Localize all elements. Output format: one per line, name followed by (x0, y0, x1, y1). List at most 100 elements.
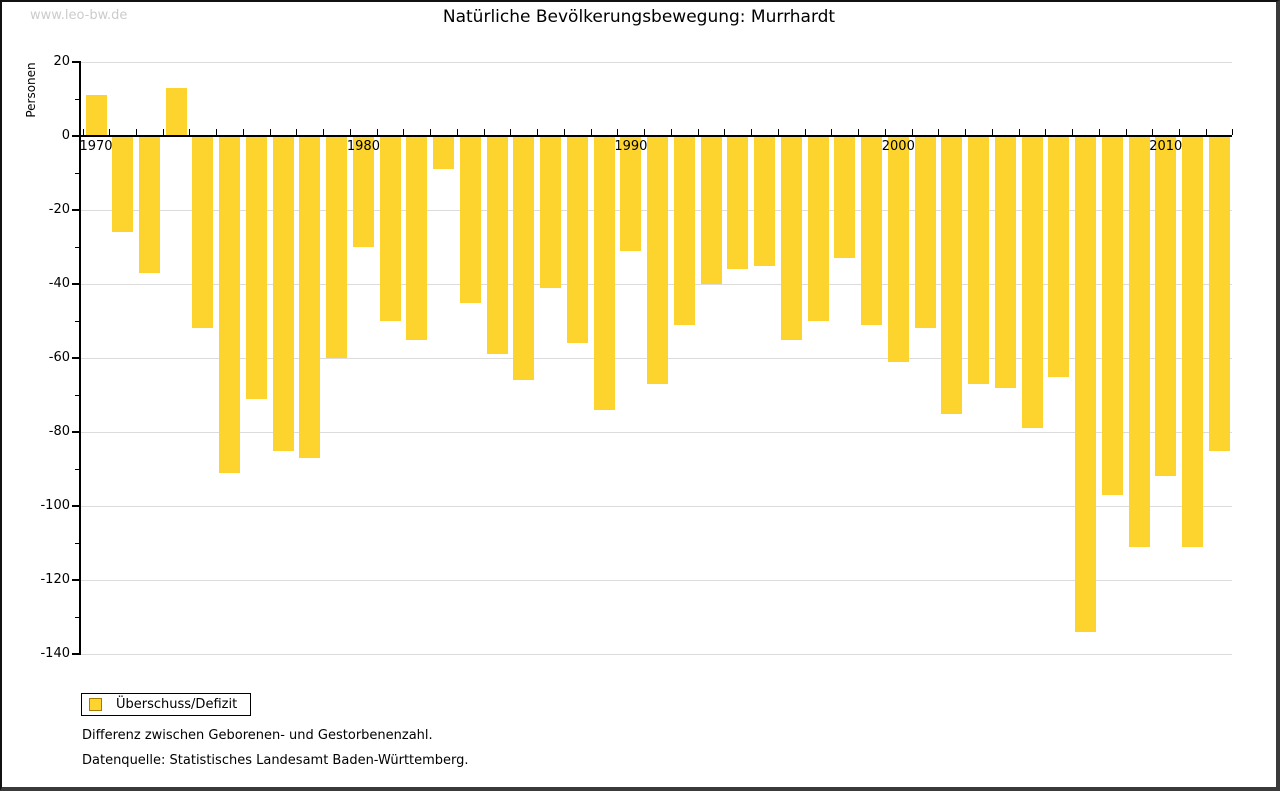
y-axis-label--140: -140 (40, 646, 70, 661)
y-minor-tick--10 (75, 172, 79, 174)
y-axis-label--20: -20 (48, 202, 70, 217)
y-axis-label--80: -80 (48, 424, 70, 439)
footnote-description: Differenz zwischen Geborenen- und Gestor… (82, 728, 433, 743)
legend-swatch (89, 698, 102, 711)
y-axis-label--60: -60 (48, 350, 70, 365)
y-axis-label-0: 0 (61, 128, 70, 143)
x-axis-tick (82, 129, 84, 135)
x-axis-tick (269, 129, 271, 135)
x-axis-tick (430, 129, 432, 135)
x-axis-tick (376, 129, 378, 135)
x-axis-tick (991, 129, 993, 135)
x-axis-tick (1018, 129, 1020, 135)
bar-1978 (299, 136, 321, 458)
y-axis-line (79, 61, 81, 655)
gridline--100 (79, 505, 1232, 507)
x-axis-tick (831, 129, 833, 135)
x-axis-tick (537, 129, 539, 135)
x-axis-tick (938, 129, 940, 135)
bar-1998 (834, 136, 856, 259)
x-axis-tick (777, 129, 779, 135)
bar-1977 (272, 136, 294, 451)
bar-2001 (914, 136, 936, 329)
bar-2011 (1182, 136, 1203, 547)
x-axis-tick (1045, 129, 1047, 135)
y-tick--20 (72, 209, 79, 211)
x-axis-tick (109, 129, 111, 135)
bar-1985 (486, 136, 508, 355)
footnote-source: Datenquelle: Statistisches Landesamt Bad… (82, 753, 469, 768)
bar-1999 (861, 136, 883, 325)
x-axis-tick (858, 129, 860, 135)
y-minor-tick--50 (75, 320, 79, 322)
bar-1970 (85, 95, 107, 136)
gridline-20 (79, 61, 1232, 63)
y-tick--80 (72, 431, 79, 433)
bar-1988 (566, 136, 588, 344)
bar-1996 (780, 136, 802, 340)
watermark: www.leo-bw.de (30, 8, 128, 23)
bar-2000 (887, 136, 909, 362)
bar-2005 (1021, 136, 1043, 429)
x-axis-tick (403, 129, 405, 135)
bar-1971 (112, 136, 134, 233)
x-axis-zero-line (79, 135, 1232, 137)
y-minor-tick--110 (75, 542, 79, 544)
bar-2003 (968, 136, 990, 384)
x-axis-tick (1072, 129, 1074, 135)
x-axis-tick (1125, 129, 1127, 135)
y-tick--100 (72, 505, 79, 507)
x-axis-label-1970: 1970 (79, 139, 113, 154)
bar-1992 (673, 136, 695, 325)
y-axis-label--100: -100 (40, 498, 70, 513)
bar-2006 (1048, 136, 1070, 377)
x-axis-label-2010: 2010 (1149, 139, 1183, 154)
y-axis-label--40: -40 (48, 276, 70, 291)
x-axis-tick (483, 129, 485, 135)
y-minor-tick--30 (75, 246, 79, 248)
bar-1995 (754, 136, 776, 266)
x-axis-tick (1152, 129, 1154, 135)
x-axis-tick (804, 129, 806, 135)
x-axis-tick (563, 129, 565, 135)
bar-1989 (593, 136, 615, 410)
bar-1993 (700, 136, 722, 284)
bar-1991 (647, 136, 669, 384)
y-minor-tick--70 (75, 394, 79, 396)
x-axis-label-1990: 1990 (614, 139, 648, 154)
x-axis-tick (189, 129, 191, 135)
gridline--120 (79, 579, 1232, 581)
x-axis-label-1980: 1980 (346, 139, 380, 154)
bar-1976 (245, 136, 267, 399)
x-axis-tick (670, 129, 672, 135)
bar-1984 (459, 136, 481, 303)
x-axis-tick (216, 129, 218, 135)
bar-2008 (1101, 136, 1123, 495)
bar-2009 (1128, 136, 1150, 547)
y-tick-0 (72, 135, 79, 137)
bar-1990 (620, 136, 642, 251)
x-axis-tick (590, 129, 592, 135)
y-minor-tick-10 (75, 98, 79, 100)
bar-1983 (433, 136, 455, 170)
bar-2010 (1155, 136, 1177, 477)
bar-1997 (807, 136, 829, 321)
y-tick--140 (72, 653, 79, 655)
x-axis-tick (510, 129, 512, 135)
bar-1982 (406, 136, 428, 340)
x-axis-tick (644, 129, 646, 135)
x-axis-tick (1098, 129, 1100, 135)
x-axis-tick (456, 129, 458, 135)
legend-box: Überschuss/Defizit (81, 693, 252, 716)
bar-1972 (138, 136, 160, 273)
x-axis-tick (1205, 129, 1207, 135)
bar-1974 (192, 136, 214, 329)
x-axis-tick (884, 129, 886, 135)
bar-1979 (326, 136, 348, 358)
bar-1980 (352, 136, 374, 247)
y-tick--120 (72, 579, 79, 581)
bar-2004 (994, 136, 1016, 388)
bar-1975 (219, 136, 241, 473)
